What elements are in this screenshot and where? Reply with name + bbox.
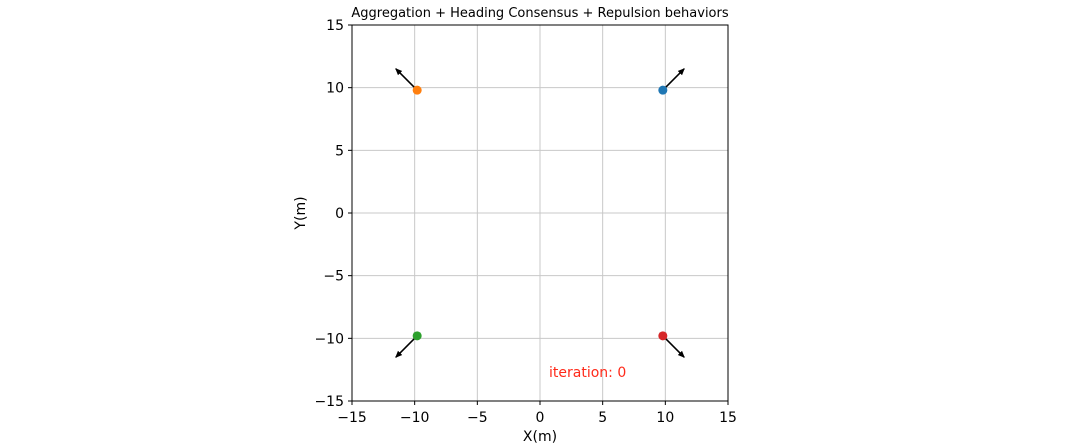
- y-axis-label: Y(m): [293, 196, 309, 230]
- x-tick-label: −15: [337, 410, 367, 426]
- x-tick-label: 5: [598, 410, 607, 426]
- y-tick-label: 10: [326, 81, 344, 97]
- x-axis-label: X(m): [523, 429, 557, 445]
- x-tick-label: 10: [656, 410, 674, 426]
- agent-point: [658, 331, 668, 341]
- x-tick-label: −10: [400, 410, 430, 426]
- x-tick-label: 0: [536, 410, 545, 426]
- plot-area: iteration: 0: [351, 24, 729, 402]
- x-axis-ticks: −15 −10 −5 0 5 10 15: [337, 401, 737, 426]
- heading-arrow: [662, 68, 685, 91]
- y-tick-label: 0: [335, 206, 344, 222]
- y-tick-label: 5: [335, 143, 344, 159]
- x-tick-label: −5: [467, 410, 488, 426]
- y-axis-ticks: −15 −10 −5 0 5 10 15: [314, 18, 352, 410]
- iteration-annotation: iteration: 0: [549, 365, 626, 381]
- heading-arrows: [395, 68, 685, 358]
- y-tick-label: −10: [314, 331, 344, 347]
- agent-point: [658, 85, 668, 95]
- agent-point: [412, 331, 422, 341]
- heading-arrow: [395, 335, 418, 358]
- y-tick-label: 15: [326, 18, 344, 34]
- y-tick-label: −15: [314, 394, 344, 410]
- chart-title: Aggregation + Heading Consensus + Repuls…: [351, 6, 729, 21]
- x-tick-label: 15: [719, 410, 737, 426]
- y-tick-label: −5: [323, 269, 344, 285]
- agent-points: [412, 85, 668, 341]
- heading-arrow: [395, 68, 418, 91]
- agent-point: [412, 85, 422, 95]
- heading-arrow: [662, 335, 685, 358]
